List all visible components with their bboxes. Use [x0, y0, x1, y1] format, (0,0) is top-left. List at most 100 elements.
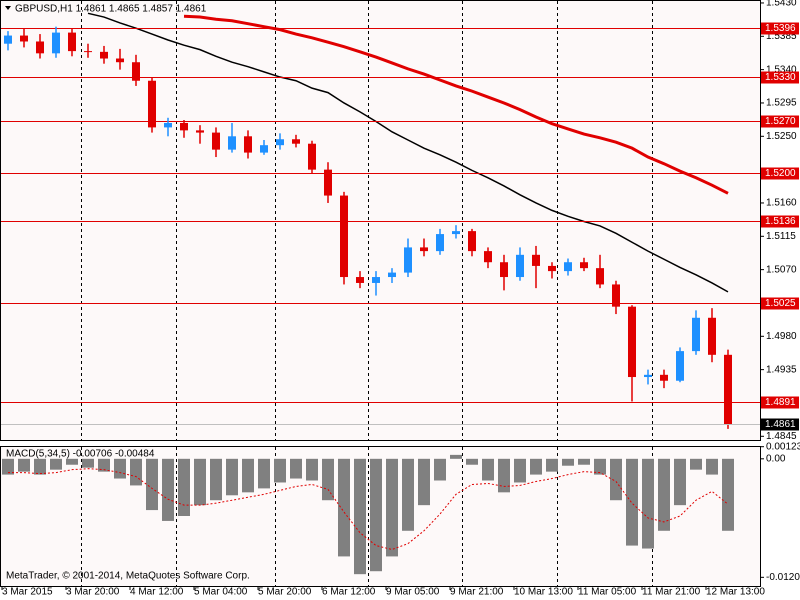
current-price-label: 1.4861 [765, 419, 796, 430]
macd-bar [114, 458, 126, 479]
candle-body [484, 251, 492, 263]
candle-body [436, 234, 444, 252]
candle-body [308, 143, 316, 170]
y-tick-label: 1.5070 [766, 264, 797, 275]
x-tick-label: 4 Mar 12:00 [130, 587, 184, 598]
macd-bar [34, 458, 46, 475]
candle-body [420, 247, 428, 252]
level-label: 1.4891 [765, 397, 796, 408]
macd-bar [274, 458, 286, 483]
chart-title: GBPUSD,H1 1.4861 1.4865 1.4857 1.4861 [15, 4, 207, 15]
level-tag [761, 215, 799, 228]
moving-average [87, 12, 729, 293]
macd-bar [546, 458, 558, 472]
candle-body [100, 51, 108, 59]
candle-body [356, 277, 364, 283]
macd-bar [434, 458, 446, 481]
level-label: 1.5396 [765, 23, 796, 34]
macd-bar [162, 458, 174, 521]
candle-body [244, 136, 252, 153]
candle-body [644, 374, 652, 378]
macd-bar [418, 458, 430, 506]
x-tick-label: 6 Mar 12:00 [322, 587, 376, 598]
candle-body [580, 262, 588, 269]
level-tag [761, 297, 799, 310]
macd-bar [402, 458, 414, 531]
candle-body [676, 351, 684, 381]
y-tick-label: 1.5295 [766, 98, 797, 109]
candle-body [116, 58, 124, 63]
candle-body [324, 169, 332, 196]
y-tick-label: 1.4935 [766, 364, 797, 375]
level-tag [761, 22, 799, 35]
x-tick-label: 3 Mar 20:00 [66, 587, 120, 598]
candle-body [548, 265, 556, 272]
macd-title: MACD(5,34,5) -0.00706 -0.00484 [6, 449, 155, 460]
candle-body [68, 32, 76, 52]
candle-body [340, 195, 348, 278]
y-tick-label: 1.5250 [766, 131, 797, 142]
x-tick-label: 10 Mar 13:00 [514, 587, 573, 598]
level-label: 1.5330 [765, 72, 796, 83]
macd-bar [466, 458, 478, 465]
candle-body [260, 145, 268, 153]
macd-bar [370, 458, 382, 572]
macd-bar [498, 458, 510, 493]
macd-bar [338, 458, 350, 557]
candle-body [596, 268, 604, 285]
macd-bar [706, 458, 718, 475]
level-tag [761, 71, 799, 84]
macd-bar [578, 458, 590, 465]
candle-body [84, 51, 92, 53]
y-tick-label: 1.5340 [766, 64, 797, 75]
candle-body [52, 32, 60, 54]
macd-bar [514, 458, 526, 483]
candle-body [692, 317, 700, 352]
macd-bar [2, 458, 14, 475]
macd-bar [210, 458, 222, 501]
candle-body [212, 132, 220, 150]
candle-body [452, 231, 460, 235]
menu-icon[interactable] [5, 6, 11, 10]
macd-bar [530, 458, 542, 475]
candle-body [196, 130, 204, 133]
macd-bar [610, 458, 622, 501]
macd-bar [98, 458, 110, 472]
macd-bar [386, 458, 398, 557]
macd-bar [354, 458, 366, 575]
macd-bar [690, 458, 702, 470]
candle-body [20, 35, 28, 42]
candle-body [516, 254, 524, 278]
level-label: 1.5270 [765, 116, 796, 127]
x-tick-label: 11 Mar 05:00 [578, 587, 637, 598]
macd-bar [178, 458, 190, 516]
candle-body [276, 139, 284, 146]
x-tick-label: 9 Mar 21:00 [450, 587, 504, 598]
candle-body [660, 374, 668, 381]
y-tick-label: 1.5160 [766, 198, 797, 209]
current-price-tag [761, 418, 799, 431]
candle-body [724, 354, 732, 425]
macd-bar [658, 458, 670, 531]
macd-bar [50, 458, 62, 470]
macd-bar [674, 458, 686, 506]
level-tag [761, 396, 799, 409]
candle-body [164, 122, 172, 128]
macd-bar [290, 458, 302, 479]
y-tick-label: 1.5385 [766, 31, 797, 42]
candle-body [372, 277, 380, 283]
candle-body [292, 139, 300, 144]
y-tick-label: 0.00 [766, 453, 786, 464]
day-separators [81, 1, 653, 586]
x-tick-label: 5 Mar 20:00 [258, 587, 312, 598]
candle-body [564, 262, 572, 272]
level-tag [761, 167, 799, 180]
macd-bar [482, 458, 494, 481]
candle-body [36, 41, 44, 54]
x-tick-label: 12 Mar 13:00 [706, 587, 765, 598]
macd-bar [450, 454, 462, 459]
macd-bar [226, 458, 238, 496]
macd-bar [594, 458, 606, 475]
